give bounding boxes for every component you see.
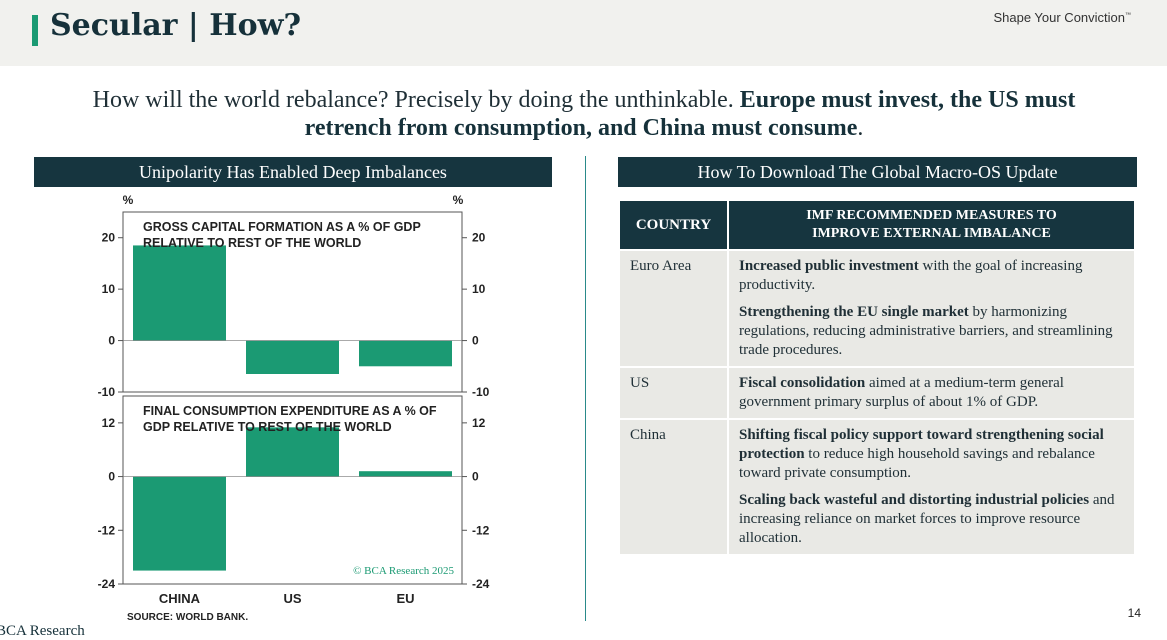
y-unit-right: % bbox=[453, 193, 464, 207]
chart-bar bbox=[246, 340, 339, 374]
left-panel-title: Unipolarity Has Enabled Deep Imbalances bbox=[34, 157, 552, 187]
x-category-label: CHINA bbox=[159, 591, 201, 606]
header-country: COUNTRY bbox=[618, 199, 729, 251]
measure-bold: Strengthening the EU single market bbox=[739, 304, 969, 320]
chart-title: FINAL CONSUMPTION EXPENDITURE AS A % OF bbox=[143, 404, 437, 418]
measure-bold: Fiscal consolidation bbox=[739, 375, 866, 391]
imbalances-chart: 20 20 10 10 0 0 -10 -10 GROSS CAPITAL FORMATION … bbox=[98, 193, 490, 606]
slide-subtitle: How will the world rebalance? Precisely … bbox=[60, 86, 1108, 142]
chart-bar bbox=[359, 471, 452, 477]
measures-cell: Increased public investment with the goa… bbox=[727, 249, 1136, 368]
chart-copyright: © BCA Research 2025 bbox=[353, 565, 454, 577]
header-measures-line1: IMF RECOMMENDED MEASURES TO bbox=[806, 208, 1057, 223]
measure-text: to reduce high household savings and reb… bbox=[739, 446, 1095, 481]
subtitle-bold: Europe must invest, the US must retrench… bbox=[304, 87, 1076, 141]
y-tick-label-left: -24 bbox=[98, 577, 116, 591]
chart-title-line2: RELATIVE TO REST OF THE WORLD bbox=[143, 236, 361, 250]
chart-bar bbox=[133, 245, 226, 341]
page-number: 14 bbox=[1127, 606, 1141, 620]
imf-measures-table: COUNTRY IMF RECOMMENDED MEASURES TO IMPRO… bbox=[618, 199, 1136, 556]
header-measures: IMF RECOMMENDED MEASURES TO IMPROVE EXTER… bbox=[727, 199, 1136, 251]
measure-item: Increased public investment with the goa… bbox=[739, 257, 1124, 295]
header-measures-line2: IMPROVE EXTERNAL IMBALANCE bbox=[812, 226, 1051, 241]
measure-item: Shifting fiscal policy support toward st… bbox=[739, 426, 1124, 483]
chart-source: SOURCE: WORLD BANK. bbox=[127, 612, 249, 623]
table-header-row: COUNTRY IMF RECOMMENDED MEASURES TO IMPRO… bbox=[618, 199, 1136, 251]
y-unit-left: % bbox=[123, 193, 134, 207]
x-category-label: US bbox=[283, 591, 301, 606]
brand-tagline: Shape Your Conviction™ bbox=[993, 10, 1131, 25]
y-tick-label-left: -10 bbox=[98, 385, 116, 399]
y-tick-label-left: 0 bbox=[108, 334, 115, 348]
table-row: US Fiscal consolidation aimed at a mediu… bbox=[618, 366, 1136, 420]
chart-title: GROSS CAPITAL FORMATION AS A % OF GDP bbox=[143, 220, 421, 234]
y-tick-label-right: -10 bbox=[472, 385, 490, 399]
subtitle-end: . bbox=[857, 115, 864, 141]
measure-text: aimed at a medium-term general governmen… bbox=[739, 375, 1064, 410]
measure-item: Scaling back wasteful and distorting ind… bbox=[739, 491, 1124, 548]
measures-cell: Fiscal consolidation aimed at a medium-t… bbox=[727, 366, 1136, 420]
y-tick-label-left: 0 bbox=[108, 470, 115, 484]
right-panel-title: How To Download The Global Macro-OS Upda… bbox=[618, 157, 1137, 187]
measures-cell: Shifting fiscal policy support toward st… bbox=[727, 418, 1136, 556]
x-category-label: EU bbox=[396, 591, 414, 606]
subtitle-plain: How will the world rebalance? Precisely … bbox=[92, 87, 740, 113]
y-tick-label-right: 20 bbox=[472, 231, 486, 245]
country-cell: China bbox=[618, 418, 729, 556]
table-row: China Shifting fiscal policy support tow… bbox=[618, 418, 1136, 556]
measure-bold: Increased public investment bbox=[739, 258, 919, 274]
y-tick-label-left: 20 bbox=[102, 231, 116, 245]
measure-text: by harmonizing regulations, reducing adm… bbox=[739, 304, 1113, 358]
y-tick-label-right: -12 bbox=[472, 523, 490, 537]
measure-item: Fiscal consolidation aimed at a medium-t… bbox=[739, 374, 1124, 412]
page-title: Secular | How? bbox=[50, 8, 302, 43]
y-tick-label-right: 12 bbox=[472, 416, 486, 430]
chart-bar bbox=[246, 427, 339, 477]
slide-header: Secular | How? Shape Your Conviction™ bbox=[0, 0, 1167, 66]
y-tick-label-right: -24 bbox=[472, 577, 490, 591]
table-row: Euro Area Increased public investment wi… bbox=[618, 249, 1136, 368]
country-cell: Euro Area bbox=[618, 249, 729, 368]
y-tick-label-left: 10 bbox=[102, 282, 116, 296]
brand-logo-text: BCA Research bbox=[0, 623, 85, 639]
y-tick-label-right: 0 bbox=[472, 334, 479, 348]
tagline-text: Shape Your Conviction bbox=[993, 10, 1125, 25]
measure-text: and increasing reliance on market forces… bbox=[739, 492, 1115, 546]
y-tick-label-left: -12 bbox=[98, 523, 116, 537]
measure-text: with the goal of increasing productivity… bbox=[739, 258, 1083, 293]
y-tick-label-right: 0 bbox=[472, 470, 479, 484]
chart-panel-frame bbox=[122, 211, 463, 393]
y-tick-label-left: 12 bbox=[102, 416, 116, 430]
panel-divider bbox=[585, 156, 586, 621]
y-tick-label-right: 10 bbox=[472, 282, 486, 296]
trademark-mark: ™ bbox=[1125, 12, 1131, 19]
country-cell: US bbox=[618, 366, 729, 420]
title-accent-bar bbox=[32, 15, 38, 46]
chart-bar bbox=[133, 476, 226, 571]
measure-bold: Shifting fiscal policy support toward st… bbox=[739, 427, 1104, 462]
chart-panel-frame bbox=[122, 395, 463, 585]
chart-title-line2: GDP RELATIVE TO REST OF THE WORLD bbox=[143, 420, 392, 434]
measure-item: Strengthening the EU single market by ha… bbox=[739, 303, 1124, 360]
measure-bold: Scaling back wasteful and distorting ind… bbox=[739, 492, 1090, 508]
chart-bar bbox=[359, 340, 452, 367]
